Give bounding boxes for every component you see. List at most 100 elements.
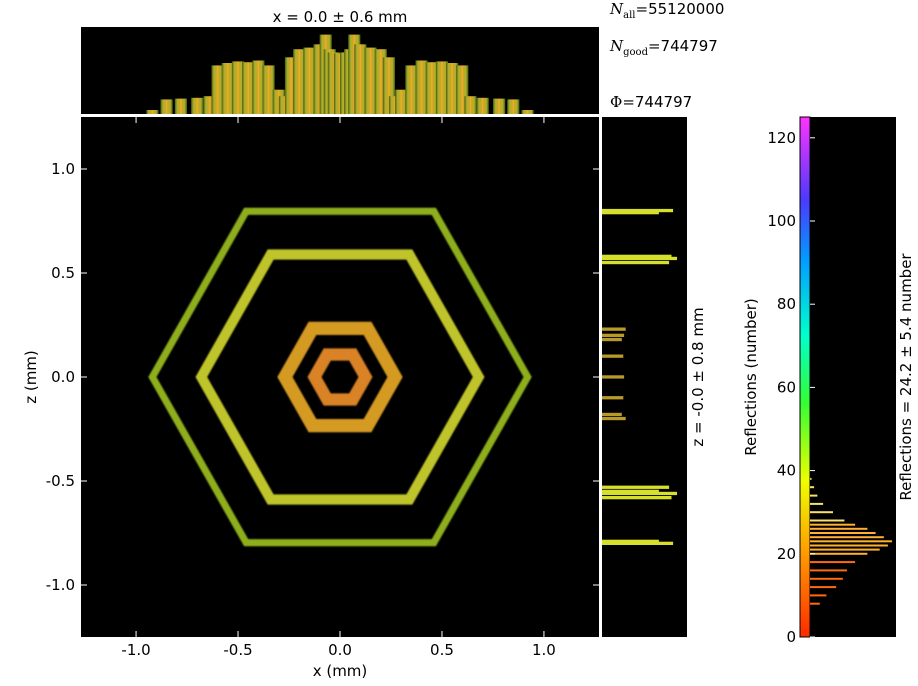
colorbar-histogram-bar [810,523,856,526]
colorbar-histogram-bar [810,536,884,539]
right-histogram: z = -0.0 ± 0.8 mm [602,117,707,637]
right-histogram-bar [602,256,677,261]
top-histogram-bars [146,34,534,115]
right-histogram-bar [602,539,659,543]
y-tick-label: 1.0 [51,160,75,178]
colorbar-tick-label: 60 [777,378,796,396]
top-histogram-bar [395,89,408,114]
top-histogram-bar [493,98,506,114]
top-histogram-bar [231,61,245,114]
colorbar-ticks: 0 20 40 60 80 100 120 [767,129,815,646]
x-tick-label: -0.5 [223,641,252,659]
colorbar-histogram-bar [810,540,892,543]
x-tick-label: 0.0 [328,641,352,659]
n-all-value: 55120000 [648,0,724,18]
colorbar-tick-label: 100 [767,212,796,230]
colorbar-histogram-bar [810,544,888,547]
colorbar-histogram-frame [810,117,896,637]
top-histogram-bar [174,98,187,114]
top-histogram-bar [354,44,367,114]
top-histogram-bar [415,60,428,114]
top-histogram-bar [252,60,265,114]
y-tick-label: -1.0 [46,576,75,594]
statistics: Nall=55120000 Ngood=744797 Φ=744797 [609,0,724,111]
top-histogram-bar [160,99,173,114]
colorbar-tick-label: 20 [777,545,796,563]
right-histogram-bars [602,208,677,545]
right-histogram-bar [602,416,626,421]
top-histogram-bar [476,97,489,114]
right-histogram-bar [602,333,625,337]
colorbar-histogram-bar [810,569,847,572]
right-histogram-bar [602,260,670,265]
colorbar-histogram-bar [810,494,818,497]
colorbar-gradient [799,116,811,638]
right-histogram-bar [602,208,674,213]
colorbar-histogram-bar [810,527,868,530]
right-histogram-bar [602,375,625,379]
hexagon-rings [148,207,532,547]
colorbar-histogram-bar [810,586,837,589]
main-heatmap: -1.0 -0.5 0.0 0.5 1.0 -1.0 -0.5 0.0 0.5 1.0 x (mm… [22,117,599,680]
n-all-stat: Nall=55120000 [609,0,724,21]
colorbar-tick-label: 120 [767,129,796,147]
n-all-symbol: N [609,0,624,18]
colorbar-histogram-bar [810,561,856,564]
top-histogram-bar [262,65,275,114]
colorbar-tick-label: 40 [777,462,796,480]
colorbar-histogram-bar [810,577,843,580]
colorbar-histogram-bar [810,594,827,597]
hexagon-ring-outer [148,207,532,547]
colorbar-histogram-bar [810,511,833,514]
right-histogram-bar [602,211,659,215]
hexagon-ring-inner [307,348,373,406]
phi-symbol: Φ [610,93,622,111]
top-histogram-title: x = 0.0 ± 0.6 mm [273,8,408,26]
n-all-subscript: all [623,10,635,21]
phi-value: 744797 [635,93,692,111]
n-good-subscript: good [623,47,648,58]
top-histogram-bar [446,63,459,114]
top-histogram-bar [364,47,377,114]
n-good-stat: Ngood=744797 [609,37,718,58]
right-histogram-bar [602,254,672,258]
y-tick-label: -0.5 [46,472,75,490]
colorbar-side-label: Reflections = 24.2 ± 5.4 number [897,253,915,501]
right-histogram-bar [602,354,624,358]
right-histogram-bar [602,489,659,493]
hexagon-ring-third [277,321,403,433]
top-histogram-bar [405,65,418,114]
right-histogram-bar [602,485,670,489]
right-histogram-bar [602,327,626,331]
colorbar-tick-label: 0 [786,628,796,646]
colorbar-histogram-bar [810,552,868,555]
main-x-axis-label: x (mm) [313,662,368,680]
colorbar-histogram-bar [810,548,880,551]
colorbar-histogram-bar [810,532,876,534]
colorbar-histogram-bars [810,477,892,605]
top-histogram-bar [464,96,477,114]
main-y-axis-label: z (mm) [22,350,40,404]
y-tick-label: 0.5 [51,264,75,282]
top-histogram-bar [521,110,534,114]
top-histogram-bar [303,47,316,114]
n-good-symbol: N [609,37,624,55]
right-histogram-bar [602,496,672,500]
right-histogram-bar [602,541,674,545]
top-histogram: x = 0.0 ± 0.6 mm [81,8,599,115]
main-heatmap-frame [81,117,599,637]
top-histogram-bar [221,63,234,114]
colorbar-tick-label: 80 [777,295,796,313]
x-tick-label: -1.0 [121,641,150,659]
phi-stat: Φ=744797 [610,93,692,111]
right-histogram-bar [602,337,622,342]
colorbar-histogram-bar [810,602,820,605]
y-tick-label: 0.0 [51,368,75,386]
top-histogram-bar [425,62,438,114]
n-good-value: 744797 [661,37,718,55]
right-histogram-label: z = -0.0 ± 0.8 mm [689,307,707,446]
x-tick-label: 1.0 [532,641,556,659]
top-histogram-bar [211,65,224,114]
top-histogram-bar [293,49,306,115]
colorbar-label: Reflections (number) [742,298,760,455]
